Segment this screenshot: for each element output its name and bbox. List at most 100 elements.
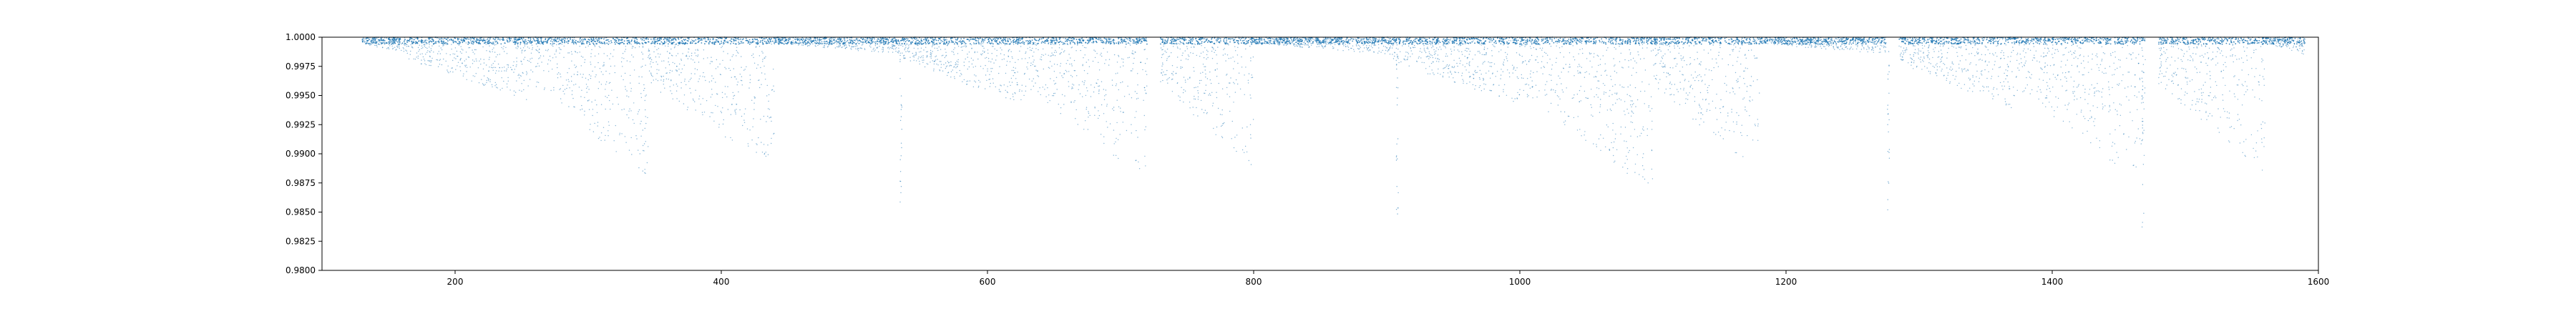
- data-point: [751, 54, 753, 57]
- data-point: [600, 104, 602, 105]
- data-point: [603, 41, 605, 43]
- data-point: [1236, 54, 1239, 56]
- data-point: [1201, 37, 1204, 39]
- data-point: [1006, 61, 1008, 62]
- data-point: [852, 41, 854, 43]
- data-point: [960, 41, 962, 44]
- data-point: [514, 41, 517, 43]
- data-point: [837, 41, 839, 43]
- data-point: [702, 114, 703, 116]
- data-point: [947, 43, 950, 44]
- data-point: [1070, 47, 1072, 49]
- data-point: [586, 87, 587, 89]
- data-point: [672, 55, 673, 57]
- data-point: [641, 39, 643, 41]
- data-point: [1018, 41, 1020, 43]
- data-point: [436, 59, 439, 61]
- data-point: [615, 43, 616, 45]
- data-point: [558, 47, 560, 49]
- data-point: [995, 39, 996, 41]
- data-point: [407, 41, 409, 43]
- data-point: [949, 65, 950, 67]
- data-point: [628, 39, 629, 41]
- data-point: [522, 37, 525, 39]
- data-point: [1131, 132, 1133, 134]
- data-point: [1190, 52, 1191, 54]
- data-point: [834, 41, 836, 44]
- data-point: [557, 41, 560, 42]
- data-point: [488, 40, 489, 42]
- data-point: [646, 162, 648, 164]
- data-point: [1279, 39, 1281, 41]
- data-point: [473, 41, 474, 44]
- data-point: [1058, 47, 1060, 49]
- data-point: [1080, 38, 1082, 39]
- data-point: [492, 43, 493, 45]
- data-point: [420, 40, 422, 41]
- data-point: [1028, 43, 1030, 44]
- data-point: [1126, 43, 1127, 45]
- data-point: [532, 47, 534, 49]
- data-point: [651, 41, 653, 42]
- data-point: [1094, 107, 1096, 109]
- data-point: [1015, 78, 1017, 79]
- data-point: [1208, 40, 1210, 42]
- data-point: [975, 43, 977, 44]
- data-point: [937, 44, 939, 45]
- data-point: [564, 41, 565, 44]
- data-point: [694, 52, 696, 54]
- data-point: [833, 37, 834, 39]
- data-point: [1065, 38, 1066, 39]
- data-point: [495, 84, 497, 85]
- data-point: [938, 42, 940, 44]
- data-point: [1108, 37, 1110, 39]
- data-point: [1076, 41, 1078, 43]
- data-point: [561, 41, 563, 43]
- data-point: [753, 41, 755, 43]
- data-point: [469, 46, 471, 49]
- data-point: [1048, 43, 1050, 44]
- data-point: [486, 64, 487, 66]
- data-point: [915, 54, 917, 56]
- data-point: [638, 167, 640, 169]
- data-point: [496, 40, 497, 42]
- data-point: [967, 38, 968, 40]
- data-point: [922, 55, 924, 57]
- data-point: [916, 38, 917, 39]
- data-point: [644, 87, 645, 89]
- data-point: [1226, 37, 1227, 39]
- data-point: [733, 68, 735, 69]
- data-point: [1167, 39, 1169, 41]
- data-point: [1108, 59, 1111, 60]
- data-point: [1161, 39, 1162, 40]
- data-point: [1064, 95, 1065, 97]
- data-point: [967, 80, 969, 82]
- data-point: [1085, 87, 1088, 89]
- data-point: [806, 42, 808, 44]
- data-point: [581, 39, 582, 41]
- data-point: [931, 53, 932, 54]
- data-point: [1226, 87, 1228, 89]
- data-point: [874, 49, 876, 51]
- data-point: [1098, 89, 1100, 91]
- data-point: [957, 64, 959, 65]
- data-point: [799, 42, 801, 44]
- data-point: [391, 43, 392, 45]
- data-point: [1192, 39, 1194, 41]
- data-point: [708, 43, 710, 45]
- data-point: [850, 48, 852, 49]
- data-point: [1382, 49, 1383, 52]
- data-point: [908, 40, 910, 41]
- data-point: [675, 43, 677, 45]
- data-point: [674, 63, 675, 64]
- data-point: [829, 39, 831, 41]
- data-point: [983, 52, 985, 54]
- data-point: [1196, 41, 1199, 43]
- data-point: [568, 68, 570, 69]
- data-point: [999, 41, 1000, 43]
- data-point: [1171, 73, 1173, 74]
- data-point: [660, 38, 662, 40]
- data-point: [572, 41, 575, 44]
- data-point: [1076, 75, 1078, 77]
- data-point: [452, 59, 454, 62]
